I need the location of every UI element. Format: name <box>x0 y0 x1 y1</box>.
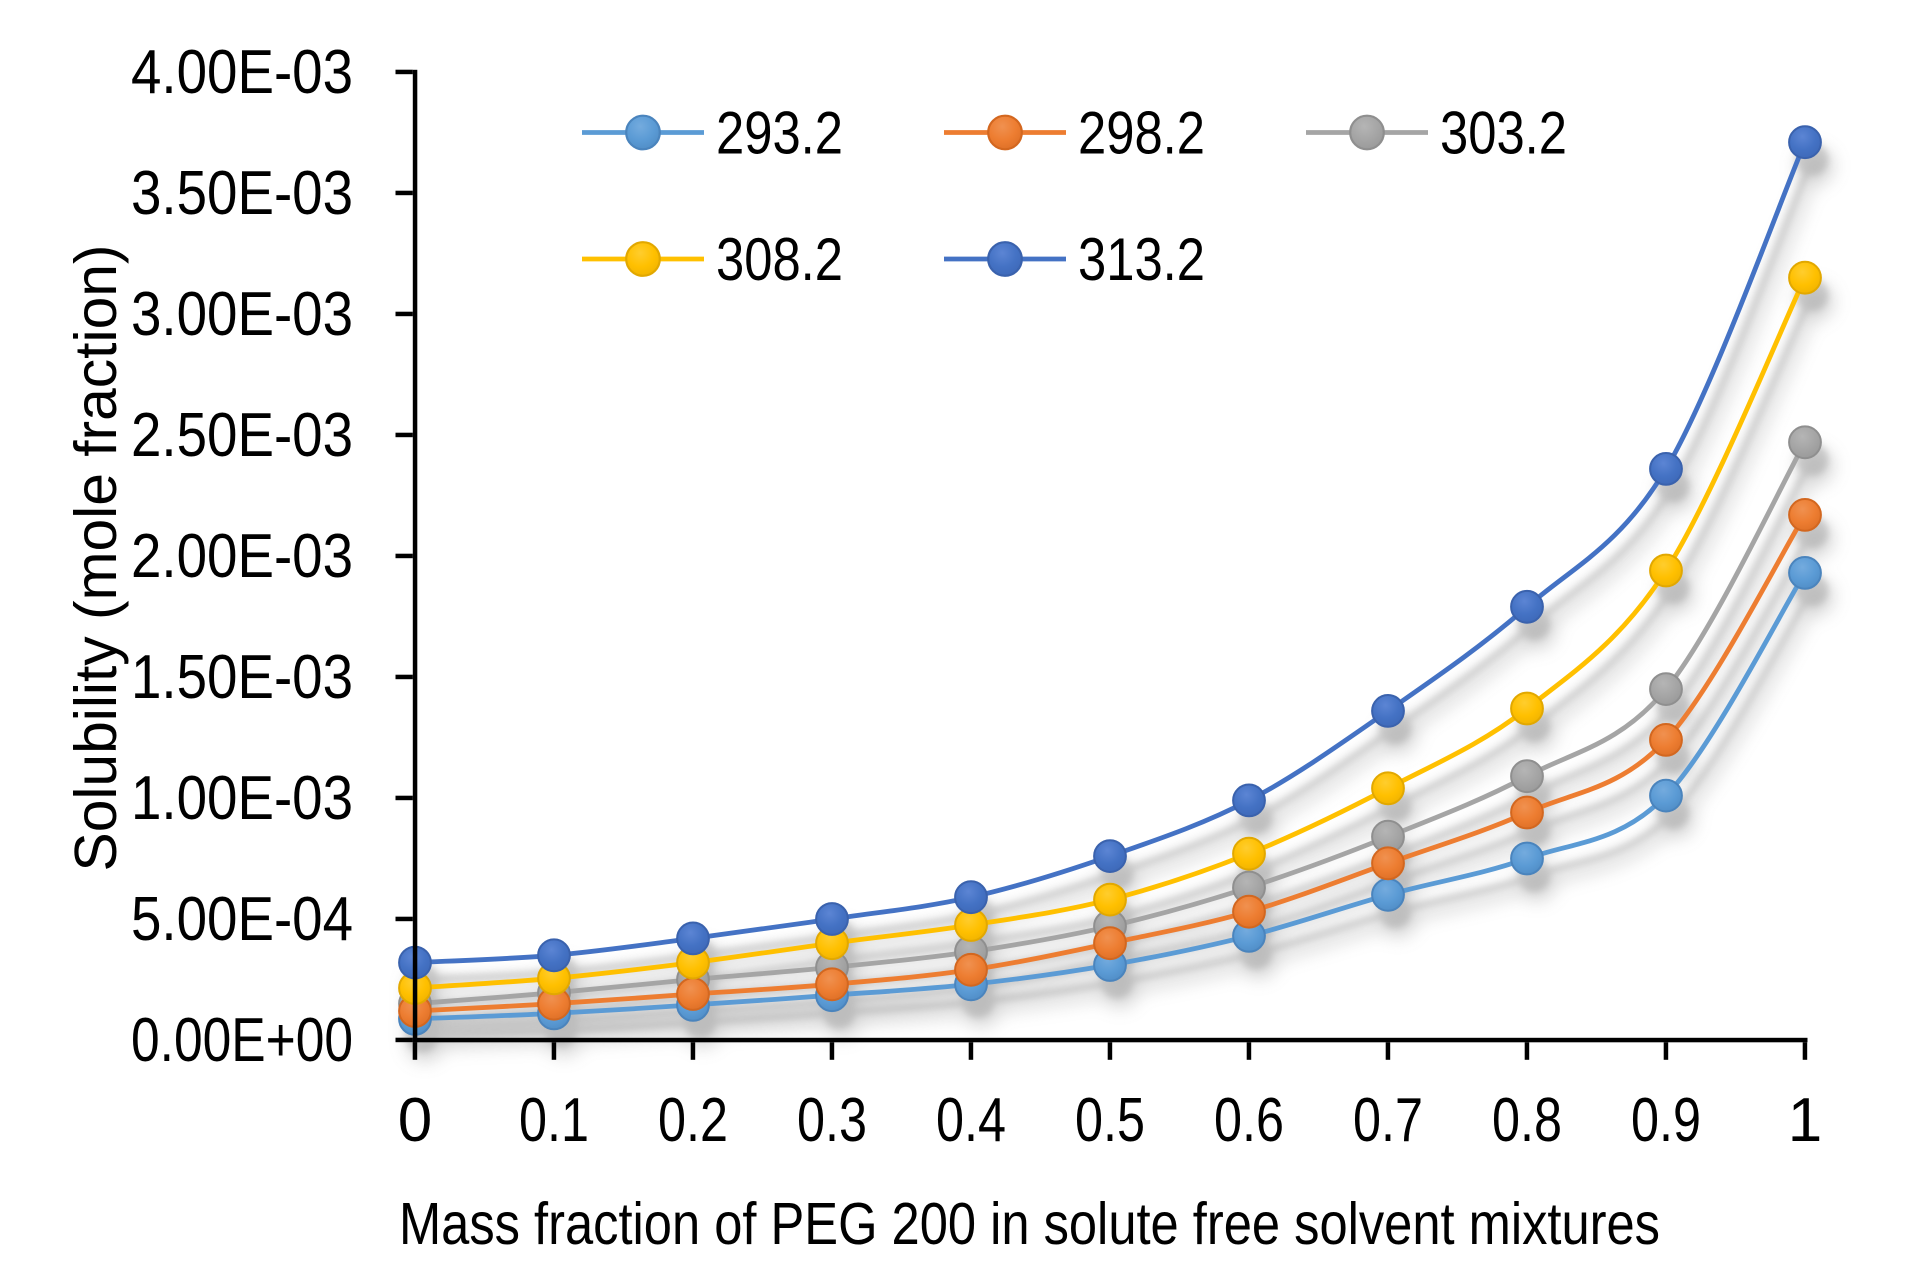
svg-text:3.00E-03: 3.00E-03 <box>131 280 353 349</box>
svg-text:2.50E-03: 2.50E-03 <box>131 401 353 470</box>
svg-text:0.3: 0.3 <box>797 1086 867 1155</box>
svg-text:0.6: 0.6 <box>1214 1086 1284 1155</box>
svg-text:Solubility (mole fraction): Solubility (mole fraction) <box>63 245 129 872</box>
svg-text:2.00E-03: 2.00E-03 <box>131 522 353 591</box>
svg-text:0.7: 0.7 <box>1353 1086 1423 1155</box>
svg-text:1.50E-03: 1.50E-03 <box>131 643 353 712</box>
svg-text:3.50E-03: 3.50E-03 <box>131 159 353 228</box>
svg-text:0.4: 0.4 <box>936 1086 1006 1155</box>
svg-text:0.5: 0.5 <box>1075 1086 1145 1155</box>
svg-text:1: 1 <box>1788 1086 1822 1155</box>
svg-text:0.1: 0.1 <box>519 1086 589 1155</box>
svg-text:1.00E-03: 1.00E-03 <box>131 764 353 833</box>
svg-text:0.00E+00: 0.00E+00 <box>131 1006 353 1075</box>
svg-text:Mass fraction of PEG 200 in so: Mass fraction of PEG 200 in solute free … <box>399 1191 1660 1256</box>
svg-text:298.2: 298.2 <box>1078 100 1205 167</box>
svg-text:0.8: 0.8 <box>1492 1086 1562 1155</box>
svg-text:0: 0 <box>398 1086 432 1155</box>
svg-text:0.9: 0.9 <box>1631 1086 1701 1155</box>
svg-text:303.2: 303.2 <box>1440 100 1567 167</box>
svg-text:5.00E-04: 5.00E-04 <box>131 885 353 954</box>
svg-text:313.2: 313.2 <box>1078 226 1205 293</box>
svg-text:4.00E-03: 4.00E-03 <box>131 38 353 107</box>
svg-text:293.2: 293.2 <box>716 100 843 167</box>
svg-text:308.2: 308.2 <box>716 226 843 293</box>
svg-text:0.2: 0.2 <box>658 1086 728 1155</box>
